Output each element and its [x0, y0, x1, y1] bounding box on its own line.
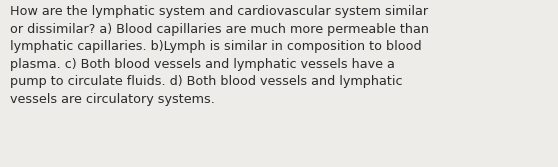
Text: How are the lymphatic system and cardiovascular system similar
or dissimilar? a): How are the lymphatic system and cardiov… — [10, 5, 429, 106]
